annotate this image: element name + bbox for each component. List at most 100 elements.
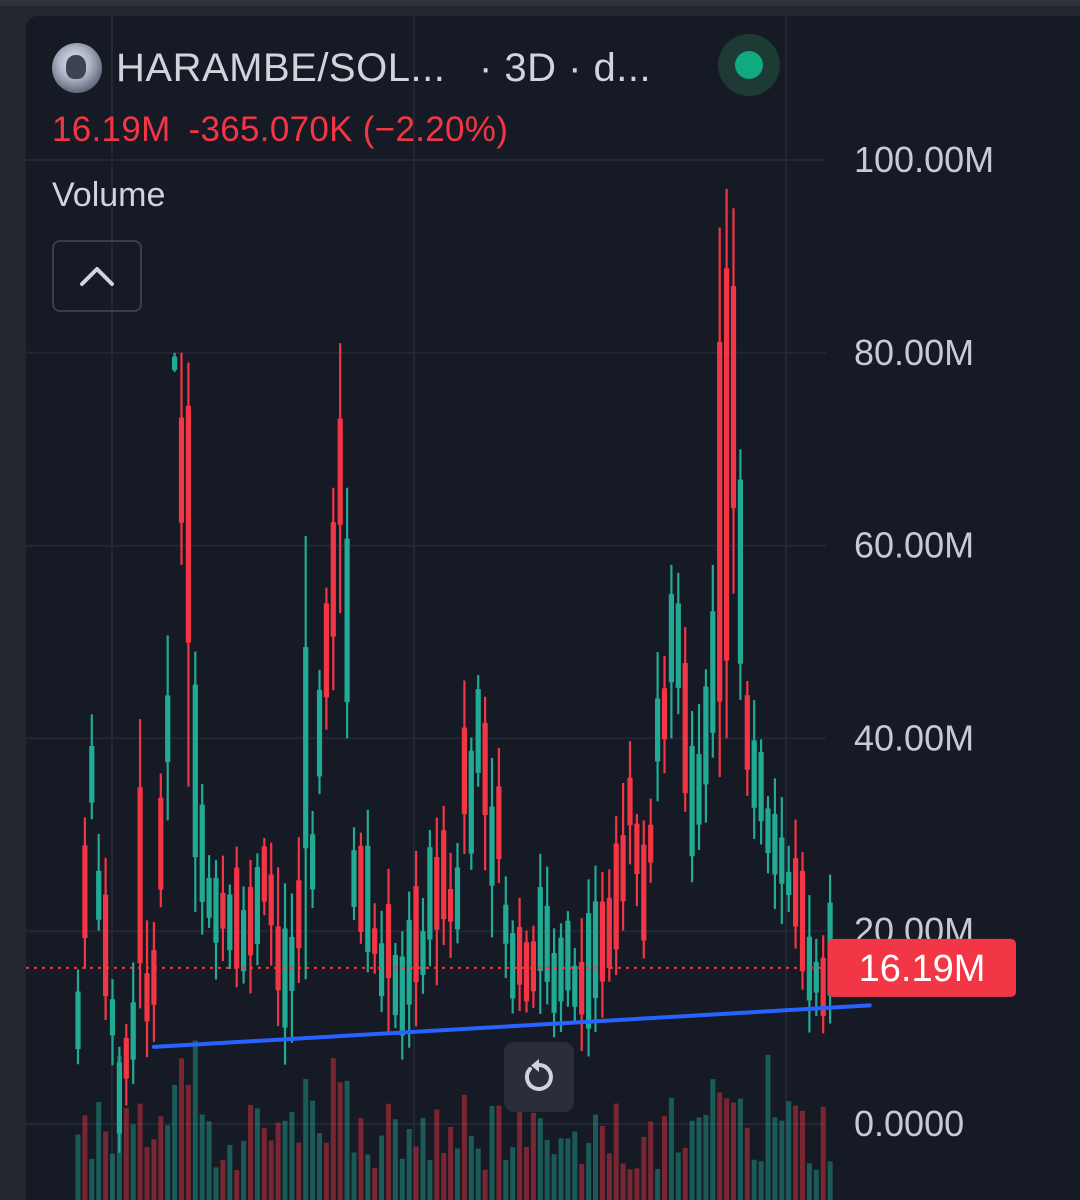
volume-bar [185,1084,191,1200]
reset-chart-button[interactable] [504,1042,574,1112]
volume-bar [282,1120,288,1200]
candle-body [448,889,454,922]
volume-bar [696,1117,702,1200]
candle-body [282,928,288,1028]
candle-body [213,877,219,943]
volume-bar [503,1159,509,1200]
volume-bar [289,1111,295,1200]
market-status-indicator[interactable] [718,34,780,96]
volume-bar [675,1152,681,1200]
volume-bar [358,1118,364,1200]
candle-body [220,892,226,929]
volume-bar [234,1169,240,1200]
volume-bar [337,1082,343,1200]
volume-bar [751,1159,757,1200]
value-change-line: 16.19M -365.070K (−2.20%) [52,110,526,150]
candle-body [703,686,709,785]
chart-plot[interactable]: 100.00M80.00M60.00M40.00M20.00M0.000016.… [26,16,1080,1200]
volume-bar [427,1160,433,1200]
candle-body [399,956,405,1036]
volume-bar [703,1114,709,1200]
candle-body [482,722,488,816]
candle-body [655,698,661,762]
volume-bar [399,1158,405,1200]
candle-body [558,937,564,1002]
volume-bar [489,1106,495,1200]
volume-bar [806,1163,812,1200]
candle-body [144,973,150,1022]
chevron-up-icon [80,267,114,286]
volume-bar [213,1167,219,1200]
volume-bar [227,1145,233,1200]
candle-body [165,695,171,763]
green-dot-icon [735,51,763,79]
candle-body [303,647,309,849]
candle-body [185,405,191,643]
symbol-title[interactable]: HARAMBE/SOL... · 3D · d... [116,46,651,91]
interval-label: · 3D · d... [478,45,652,90]
candle-body [799,870,806,972]
volume-bar [241,1140,247,1200]
volume-bar [613,1103,619,1200]
volume-bar [123,1108,129,1200]
volume-bar [820,1106,826,1200]
volume-bar [103,1131,109,1200]
candle-body [406,920,412,1005]
candle-body [772,813,778,875]
symbol-header[interactable]: HARAMBE/SOL... · 3D · d... [52,40,651,96]
y-tick-label: 60.00M [854,525,974,566]
last-value-badge [828,938,1016,997]
volume-bar [192,1040,198,1200]
candle-body [641,844,647,941]
token-avatar-icon [52,43,102,93]
volume-bar [151,1139,157,1200]
candle-body [523,942,530,1002]
volume-bar [793,1105,799,1200]
volume-bar [351,1152,357,1200]
candle-body [82,845,88,939]
candle-body [296,880,302,949]
volume-bar [710,1079,716,1200]
candle-body [337,418,343,525]
candle-body [234,867,240,969]
candle-body [468,750,474,854]
candle-body [786,871,792,895]
candle-body [427,847,433,940]
candle-body [96,870,102,920]
volume-bar [317,1133,322,1200]
indicator-name[interactable]: Volume [52,176,166,214]
candle-body [241,910,247,972]
volume-bar [206,1121,212,1200]
volume-bar [475,1148,481,1200]
candle-body [289,936,295,991]
volume-bar [406,1129,412,1200]
candle-body [724,268,730,661]
trendline[interactable] [151,1003,872,1049]
top-edge [0,0,1080,6]
volume-bar [524,1146,529,1200]
candle-body [793,858,799,927]
candle-body [592,901,599,999]
candle-body [316,689,323,777]
candle-body [379,943,385,997]
candle-body [510,933,516,999]
candle-body [172,356,178,371]
volume-bar [268,1140,274,1200]
volume-bar [517,1103,523,1200]
volume-bar [737,1098,743,1200]
candle-body [330,522,336,637]
candle-body [648,824,654,863]
candle-body [717,341,723,702]
candle-body [806,936,812,1001]
volume-bar [310,1100,316,1200]
candle-body [489,806,495,886]
volume-bar [434,1109,440,1200]
candle-body [227,894,233,951]
volume-bar [89,1158,95,1200]
candle-body [668,594,674,683]
y-tick-label: 40.00M [854,717,974,758]
collapse-button[interactable] [52,240,142,312]
volume-bar [482,1169,488,1200]
candle-body [116,1062,122,1134]
symbol-name: HARAMBE/SOL... [116,45,446,90]
